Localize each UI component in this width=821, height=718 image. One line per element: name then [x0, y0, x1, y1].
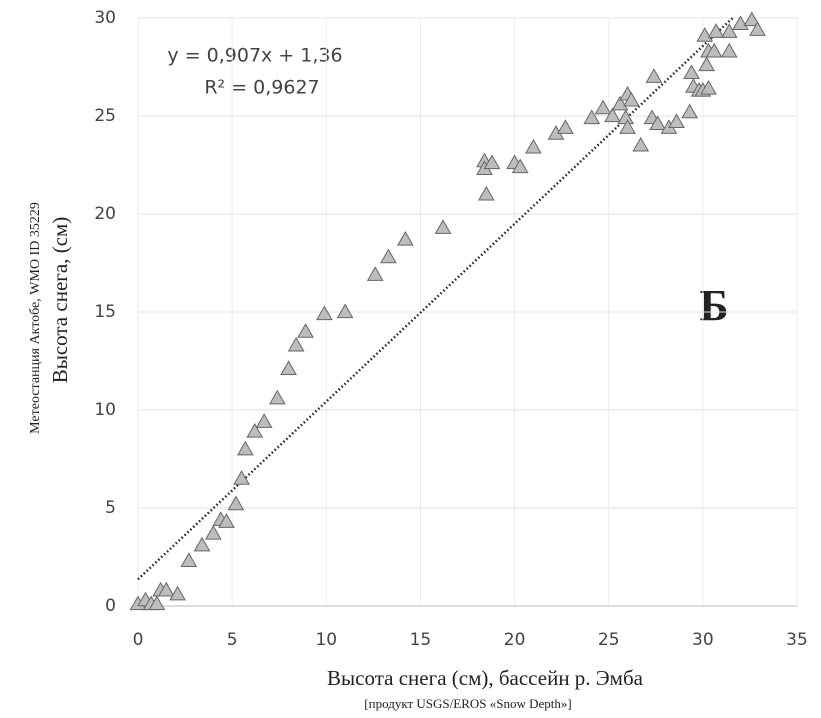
point: [720, 42, 738, 58]
point: [749, 21, 766, 36]
point: [336, 303, 354, 319]
point: [622, 91, 640, 107]
y-axis-sublabel: Метеостанция Актобе, WMO ID 35229: [28, 202, 43, 434]
point: [707, 23, 725, 38]
point: [483, 154, 501, 170]
point: [632, 136, 650, 152]
y-tick-label: 25: [94, 106, 116, 126]
point: [218, 513, 235, 528]
point: [148, 595, 166, 611]
point: [236, 440, 254, 456]
point: [668, 113, 685, 129]
plot-layer: 0 5 10 15 20 25 30 0 5 10 15 20 25 30 35: [94, 8, 807, 650]
point: [169, 585, 186, 601]
point: [698, 56, 715, 72]
point: [696, 27, 714, 42]
trendline: [137, 16, 734, 581]
r-squared: R² = 0,9627: [204, 77, 319, 99]
y-tick-label: 20: [94, 204, 116, 224]
point: [681, 103, 699, 119]
point: [193, 536, 211, 552]
equation: y = 0,907x + 1,36: [167, 45, 342, 67]
point: [157, 581, 175, 597]
point: [180, 552, 198, 568]
point: [649, 115, 667, 130]
x-tick-label: 20: [504, 630, 526, 650]
point: [720, 23, 738, 38]
point: [280, 360, 297, 375]
y-tick-label: 30: [94, 8, 116, 28]
point: [619, 119, 636, 134]
y-tick-label: 0: [105, 596, 116, 616]
x-tick-label: 10: [315, 630, 337, 650]
point: [683, 64, 700, 80]
x-tick-label: 30: [692, 630, 714, 650]
point: [255, 413, 273, 428]
point: [397, 230, 414, 246]
point: [617, 109, 635, 125]
y-tick-label: 15: [94, 302, 116, 322]
point: [594, 99, 612, 115]
y-tick-label: 5: [105, 498, 116, 518]
panel-letter: Б: [699, 281, 728, 330]
point: [227, 495, 245, 511]
x-tick-label: 15: [410, 630, 432, 650]
point: [525, 138, 542, 154]
point: [583, 109, 601, 125]
point: [611, 95, 629, 111]
x-axis-sublabel: [продукт USGS/EROS «Snow Depth»]: [364, 696, 571, 711]
point: [316, 305, 333, 321]
point: [246, 423, 264, 438]
x-tick-label: 5: [227, 630, 238, 650]
point: [366, 266, 384, 281]
point: [287, 336, 305, 352]
y-axis-label: Высота снега, (см): [48, 217, 72, 384]
point: [233, 470, 250, 485]
point: [743, 11, 761, 27]
point: [645, 68, 663, 83]
point: [477, 185, 495, 201]
x-tick-label: 35: [786, 630, 808, 650]
x-axis-label: Высота снега (см), бассейн р. Эмба: [327, 666, 644, 690]
point: [434, 219, 452, 234]
point: [604, 107, 621, 123]
x-tick-label: 0: [133, 630, 144, 650]
point: [297, 323, 314, 338]
point: [732, 15, 749, 31]
point: [557, 119, 574, 134]
point: [380, 248, 397, 264]
point: [268, 389, 286, 405]
point: [511, 158, 529, 174]
y-tick-label: 10: [94, 400, 116, 420]
x-tick-label: 25: [598, 630, 620, 650]
point: [705, 42, 723, 58]
point: [700, 80, 717, 95]
point: [204, 524, 222, 540]
